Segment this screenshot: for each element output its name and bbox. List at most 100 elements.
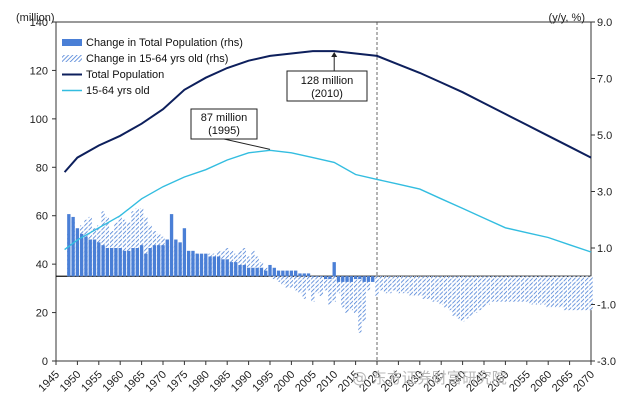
hatched-bar bbox=[336, 276, 341, 294]
y-right-tick-label: -3.0 bbox=[597, 356, 616, 368]
hatched-bar bbox=[405, 276, 409, 294]
y-left-tick-label: 80 bbox=[36, 162, 48, 174]
hatched-bar bbox=[383, 276, 388, 294]
x-tick-label: 1960 bbox=[101, 369, 127, 395]
solid-bar bbox=[285, 270, 289, 277]
solid-bar bbox=[88, 239, 92, 277]
solid-bar bbox=[165, 239, 169, 277]
hatched-bar bbox=[268, 276, 272, 277]
hatched-bar bbox=[478, 276, 482, 311]
solid-bar bbox=[349, 276, 353, 282]
solid-bar bbox=[242, 264, 246, 277]
right-axis-unit: (y/y, %) bbox=[549, 12, 585, 24]
solid-bar bbox=[272, 267, 276, 277]
solid-bar bbox=[302, 273, 306, 277]
hatched-bar bbox=[426, 276, 431, 299]
x-tick-label: 1995 bbox=[250, 369, 276, 395]
hatched-bar bbox=[585, 276, 589, 311]
hatched-bar bbox=[101, 211, 105, 277]
y-left-tick-label: 0 bbox=[42, 356, 48, 368]
hatched-bar bbox=[452, 276, 456, 316]
hatched-bar bbox=[486, 276, 490, 305]
hatched-bar bbox=[516, 276, 520, 302]
hatched-bar bbox=[328, 276, 332, 305]
solid-bar bbox=[353, 276, 358, 280]
hatched-bar bbox=[127, 222, 131, 277]
solid-bar bbox=[191, 250, 195, 277]
x-tick-label: 2000 bbox=[272, 369, 298, 395]
solid-bar bbox=[323, 276, 328, 280]
solid-bar bbox=[216, 256, 221, 277]
x-tick-label: 2060 bbox=[529, 369, 555, 395]
legend: Change in Total Population (rhs) Change i… bbox=[62, 37, 243, 97]
solid-bar bbox=[208, 256, 212, 277]
solid-bar bbox=[127, 250, 131, 277]
solid-bar bbox=[358, 276, 362, 280]
solid-bar bbox=[255, 267, 259, 277]
hatched-bar bbox=[349, 276, 353, 311]
legend-swatch-solid-bar bbox=[62, 39, 82, 46]
annotations: 87 million(1995) 128 million(2010) bbox=[190, 52, 368, 150]
annotation-1995-arrow bbox=[223, 138, 271, 150]
hatched-bar bbox=[418, 276, 422, 297]
x-tick-label: 1945 bbox=[36, 369, 62, 395]
hatched-bar bbox=[311, 276, 315, 302]
solid-bar bbox=[157, 245, 161, 277]
solid-bar bbox=[135, 248, 139, 277]
hatched-bar bbox=[388, 276, 392, 294]
solid-bar bbox=[276, 270, 281, 277]
solid-bar bbox=[152, 245, 157, 277]
solid-bar bbox=[97, 242, 101, 277]
hatched-bar bbox=[294, 276, 298, 291]
annotation-1995-value: 87 million bbox=[201, 112, 247, 124]
left-axis-unit: (million) bbox=[16, 12, 55, 24]
solid-bar bbox=[118, 248, 122, 277]
solid-bar bbox=[139, 245, 144, 277]
hatched-bar bbox=[490, 276, 495, 302]
x-tick-label: 1990 bbox=[229, 369, 255, 395]
hatched-bar bbox=[422, 276, 426, 299]
hatched-bar bbox=[289, 276, 294, 288]
solid-bar bbox=[294, 270, 298, 277]
solid-bar bbox=[306, 273, 311, 277]
solid-bar bbox=[174, 239, 178, 277]
line-series bbox=[63, 50, 592, 253]
hatched-bar bbox=[298, 276, 302, 294]
legend-label: Change in Total Population (rhs) bbox=[86, 37, 243, 49]
solid-bar bbox=[319, 276, 324, 277]
hatched-bar bbox=[563, 276, 567, 311]
hatched-bar bbox=[439, 276, 443, 305]
hatched-bar bbox=[242, 248, 246, 277]
legend-label: Change in 15-64 yrs old (rhs) bbox=[86, 53, 228, 65]
hatched-bar bbox=[353, 276, 358, 313]
hatched-bar bbox=[246, 256, 251, 277]
solid-bar bbox=[336, 276, 341, 282]
hatched-bar bbox=[508, 276, 512, 302]
x-tick-label: 1985 bbox=[208, 369, 234, 395]
solid-bar bbox=[259, 267, 264, 277]
hatched-bar bbox=[401, 276, 405, 294]
solid-bar bbox=[178, 242, 182, 277]
hatched-bar bbox=[135, 208, 139, 277]
hatched-bar bbox=[567, 276, 572, 311]
y-left-tick-label: 40 bbox=[36, 259, 48, 271]
hatched-bar bbox=[430, 276, 435, 302]
y-left-tick-label: 100 bbox=[30, 114, 48, 126]
hatched-bar bbox=[375, 276, 379, 297]
x-tick-label: 2055 bbox=[507, 369, 533, 395]
hatched-bar bbox=[315, 276, 319, 294]
solid-bar bbox=[169, 214, 174, 277]
hatched-bar bbox=[413, 276, 418, 297]
hatched-bar bbox=[473, 276, 478, 313]
x-tick-label: 1950 bbox=[58, 369, 84, 395]
annotation-2010-value: 128 million bbox=[301, 75, 354, 87]
annotation-box-2010 bbox=[286, 70, 368, 102]
solid-bar bbox=[92, 239, 97, 277]
hatched-bar bbox=[550, 276, 555, 308]
solid-bar bbox=[109, 248, 114, 277]
y-left-tick-label: 140 bbox=[30, 17, 48, 29]
hatched-bar bbox=[469, 276, 473, 316]
solid-bar-series bbox=[67, 214, 375, 282]
hatched-bar bbox=[131, 211, 135, 277]
legend-label: Total Population bbox=[86, 69, 164, 81]
